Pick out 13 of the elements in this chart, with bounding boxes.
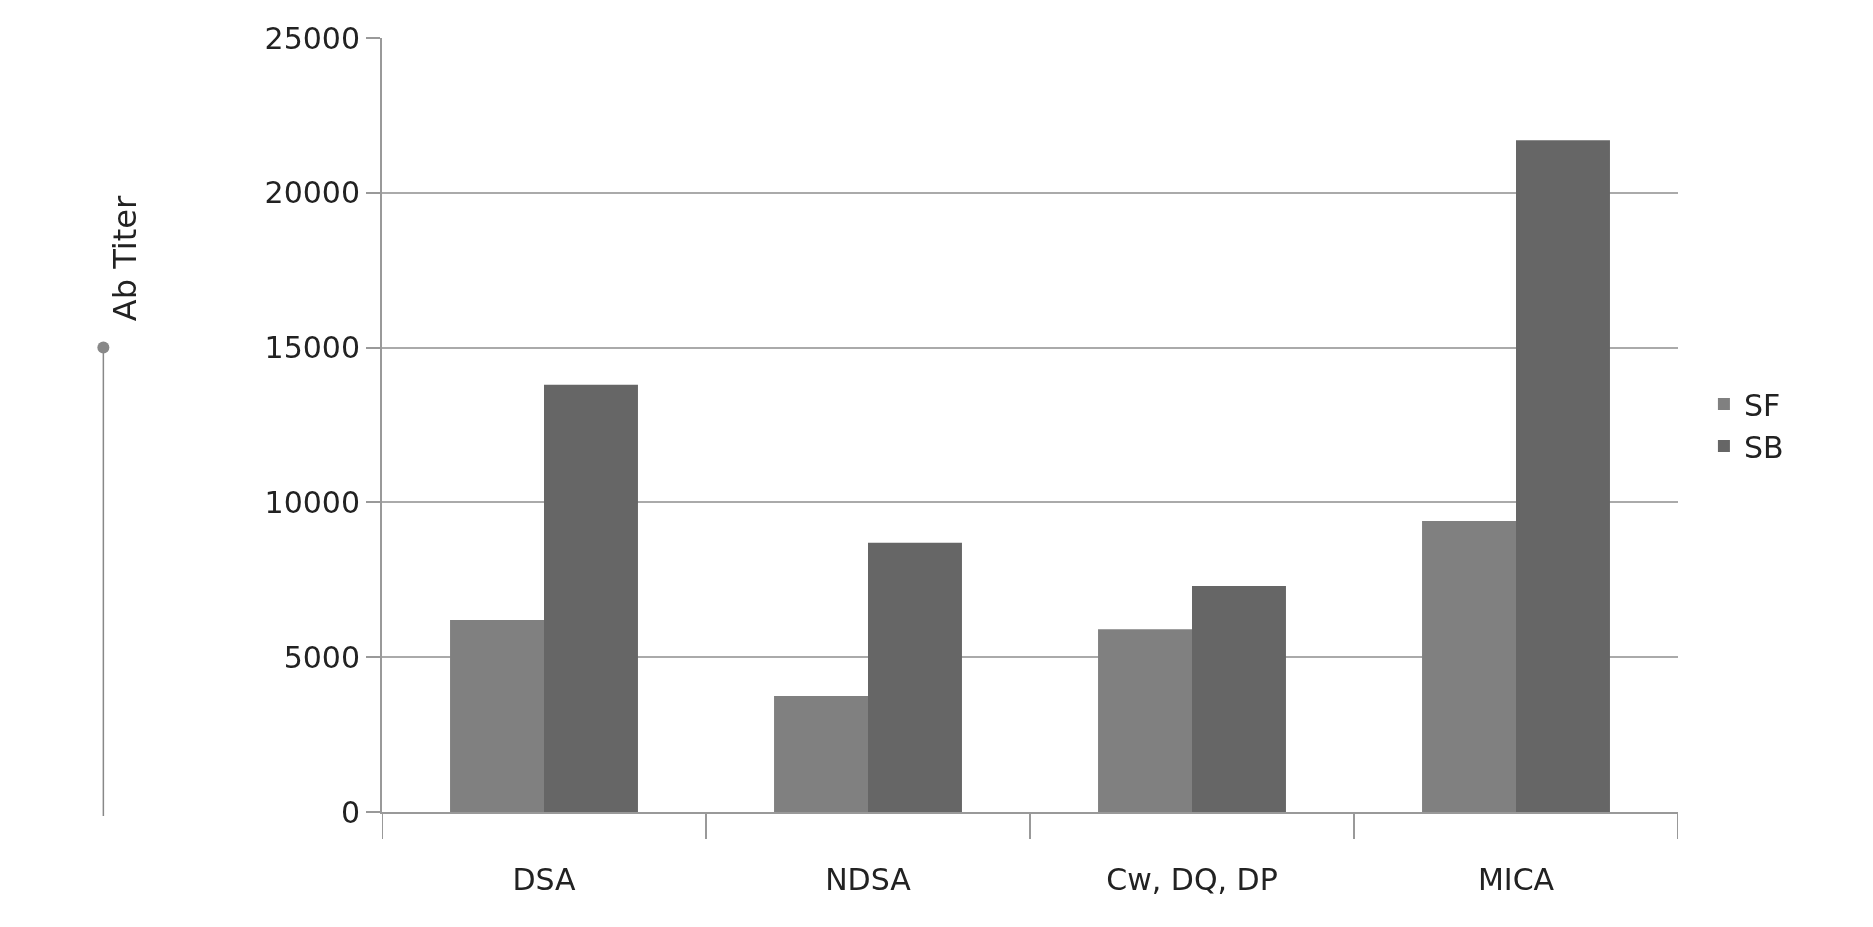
y-tick-label: 10000 <box>264 484 360 520</box>
y-axis-title: Ab Titer <box>105 195 144 322</box>
y-tick-label: 5000 <box>283 639 360 675</box>
y-tick-label: 0 <box>340 794 360 830</box>
legend-label: SB <box>1743 429 1784 465</box>
legend-label: SF <box>1743 387 1781 423</box>
y-tick-label: 20000 <box>264 175 360 211</box>
y-tick-label: 25000 <box>264 20 360 56</box>
x-tick-label: Cw, DQ, DP <box>1106 862 1278 897</box>
x-tick-label: MICA <box>1477 862 1555 897</box>
x-tick-label: DSA <box>512 862 577 897</box>
x-tick-label: NDSA <box>825 862 912 897</box>
y-tick-label: 15000 <box>264 330 360 366</box>
